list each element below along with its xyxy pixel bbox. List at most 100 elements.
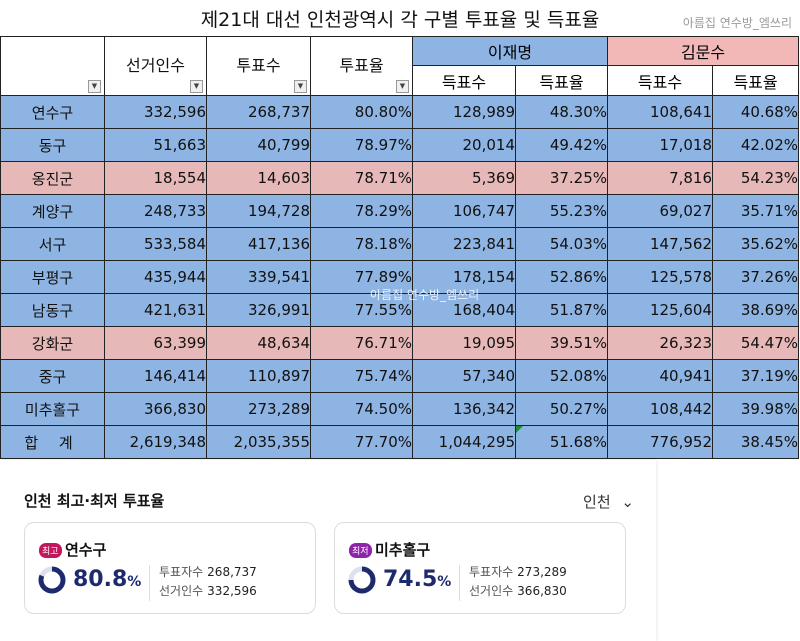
- header-lee-votes: 득표수: [412, 65, 516, 96]
- cell-voters: 268,737: [206, 95, 311, 129]
- total-row: 합 계 2,619,348 2,035,355 77.70% 1,044,295 51.6…: [0, 425, 800, 459]
- cell-turnout: 80.80%: [310, 95, 413, 129]
- district-name: 미추홀구: [0, 392, 105, 426]
- cell-lee-votes: 106,747: [412, 194, 516, 228]
- chevron-down-icon: ⌄: [621, 493, 634, 511]
- district-name: 서구: [0, 227, 105, 261]
- cell-lee-rate: 50.27%: [514, 392, 609, 426]
- divider: [459, 565, 460, 601]
- filter-dropdown-icon[interactable]: ▼: [294, 80, 307, 93]
- table-row: 연수구 332,596 268,737 80.80% 128,989 48.30% 108,…: [0, 95, 800, 129]
- cell-voters: 110,897: [206, 359, 311, 393]
- page-title: 제21대 대선 인천광역시 각 구별 투표율 및 득표율: [200, 9, 600, 31]
- cell-lee-rate: 49.42%: [514, 128, 609, 162]
- table-row: 부평구 435,944 339,541 77.89% 178,154 52.86% 125,…: [0, 260, 800, 294]
- cell-lee-rate: 52.86%: [514, 260, 609, 294]
- table-row: 미추홀구 366,830 273,289 74.50% 136,342 50.27% 108…: [0, 392, 800, 426]
- highest-badge: 최고: [39, 543, 62, 558]
- lowest-rate: 74.5%: [383, 567, 452, 592]
- highest-rate: 80.8%: [73, 567, 142, 592]
- cell-turnout: 78.29%: [310, 194, 413, 228]
- cell-kim-votes: 125,604: [607, 293, 714, 327]
- cell-voters: 194,728: [206, 194, 311, 228]
- highest-turnout-box[interactable]: 최고 연수구 80.8% 투표자수 268,737 선거인수 332,596: [24, 522, 316, 614]
- cell-lee-rate: 51.87%: [514, 293, 609, 327]
- cell-lee-votes: 19,095: [412, 326, 516, 360]
- cell-lee-votes: 20,014: [412, 128, 516, 162]
- header-kim-votes: 득표수: [607, 65, 714, 96]
- cell-lee-rate: 51.68%: [514, 425, 609, 459]
- cell-electors: 248,733: [104, 194, 207, 228]
- cell-turnout: 78.18%: [310, 227, 413, 261]
- header-electors: 선거인수 ▼: [104, 36, 207, 96]
- cell-lee-votes: 128,989: [412, 95, 516, 129]
- cell-voters: 417,136: [206, 227, 311, 261]
- region-dropdown[interactable]: 인천 ⌄: [583, 491, 634, 512]
- cell-lee-votes: 168,404: [412, 293, 516, 327]
- header-voters: 투표수 ▼: [206, 36, 311, 96]
- donut-ring-icon: [348, 566, 376, 594]
- cell-turnout: 78.71%: [310, 161, 413, 195]
- table-row: 남동구 421,631 326,991 77.55% 168,404 51.87% 125,…: [0, 293, 800, 327]
- cell-turnout: 77.70%: [310, 425, 413, 459]
- table-row: 서구 533,584 417,136 78.18% 223,841 54.03% 147,5…: [0, 227, 800, 261]
- cell-kim-votes: 108,442: [607, 392, 714, 426]
- cell-kim-rate: 37.19%: [712, 359, 800, 393]
- cell-kim-votes: 40,941: [607, 359, 714, 393]
- header-lee-rate: 득표율: [514, 65, 609, 96]
- table-row: 계양구 248,733 194,728 78.29% 106,747 55.23% 69,0…: [0, 194, 800, 228]
- cell-lee-rate: 54.03%: [514, 227, 609, 261]
- header-turnout: 투표율 ▼: [310, 36, 413, 96]
- cell-kim-rate: 35.71%: [712, 194, 800, 228]
- cell-electors: 332,596: [104, 95, 207, 129]
- district-name: 옹진군: [0, 161, 105, 195]
- cell-voters: 2,035,355: [206, 425, 311, 459]
- cell-electors: 533,584: [104, 227, 207, 261]
- cell-kim-rate: 54.47%: [712, 326, 800, 360]
- table-row: 중구 146,414 110,897 75.74% 57,340 52.08% 40,941…: [0, 359, 800, 393]
- cell-lee-votes: 1,044,295: [412, 425, 516, 459]
- cell-kim-rate: 38.45%: [712, 425, 800, 459]
- header-kim-rate: 득표율: [712, 65, 800, 96]
- cell-electors: 18,554: [104, 161, 207, 195]
- watermark-top: 아름집 연수방_엠쓰리: [682, 16, 792, 30]
- cell-kim-votes: 147,562: [607, 227, 714, 261]
- cell-voters: 326,991: [206, 293, 311, 327]
- district-name: 연수구: [0, 95, 105, 129]
- district-name: 부평구: [0, 260, 105, 294]
- filter-dropdown-icon[interactable]: ▼: [190, 80, 203, 93]
- cell-kim-votes: 17,018: [607, 128, 714, 162]
- cell-kim-rate: 39.98%: [712, 392, 800, 426]
- lowest-turnout-box[interactable]: 최저 미추홀구 74.5% 투표자수 273,289 선거인수 366,830: [334, 522, 626, 614]
- cell-electors: 435,944: [104, 260, 207, 294]
- region-label: 인천: [583, 493, 611, 511]
- cell-voters: 273,289: [206, 392, 311, 426]
- cell-kim-rate: 42.02%: [712, 128, 800, 162]
- highest-voters: 투표자수 268,737: [159, 565, 257, 579]
- cell-kim-rate: 40.68%: [712, 95, 800, 129]
- cell-lee-rate: 52.08%: [514, 359, 609, 393]
- cell-lee-rate: 55.23%: [514, 194, 609, 228]
- cell-voters: 339,541: [206, 260, 311, 294]
- district-name: 계양구: [0, 194, 105, 228]
- header-candidate-lee: 이재명: [411, 36, 609, 66]
- district-name: 남동구: [0, 293, 105, 327]
- table-row: 동구 51,663 40,799 78.97% 20,014 49.42% 17,018 42…: [0, 128, 800, 162]
- filter-dropdown-icon[interactable]: ▼: [396, 80, 409, 93]
- cell-electors: 146,414: [104, 359, 207, 393]
- cell-turnout: 75.74%: [310, 359, 413, 393]
- district-name: 강화군: [0, 326, 105, 360]
- cell-kim-votes: 108,641: [607, 95, 714, 129]
- cell-lee-votes: 178,154: [412, 260, 516, 294]
- watermark-overlay: 아름집 연수방_엠쓰리: [370, 288, 480, 302]
- cell-lee-rate: 37.25%: [514, 161, 609, 195]
- lowest-electors: 선거인수 366,830: [469, 584, 567, 598]
- cell-kim-votes: 7,816: [607, 161, 714, 195]
- summary-card: 인천 최고·최저 투표율 인천 ⌄ 최고 연수구 80.8% 투표자수 268,7…: [0, 460, 656, 641]
- highest-electors: 선거인수 332,596: [159, 584, 257, 598]
- filter-dropdown-icon[interactable]: ▼: [88, 80, 101, 93]
- cell-lee-votes: 223,841: [412, 227, 516, 261]
- cell-electors: 51,663: [104, 128, 207, 162]
- district-name: 중구: [0, 359, 105, 393]
- district-name: 합 계: [0, 425, 105, 459]
